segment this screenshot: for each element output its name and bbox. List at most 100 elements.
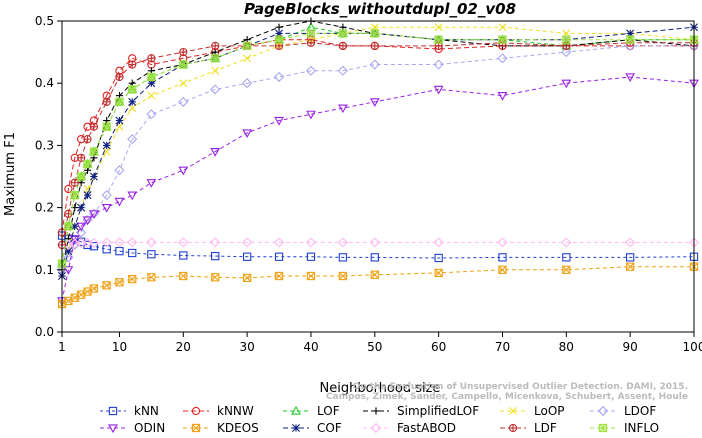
point-loop: [147, 91, 156, 100]
point-ldf: [77, 153, 86, 162]
x-tick-label: 30: [239, 340, 254, 354]
legend-marker-simplifiedlof: [372, 407, 380, 415]
point-odin: [101, 203, 112, 213]
legend-label-odin: ODIN: [134, 421, 165, 434]
plot-frame: [61, 20, 695, 333]
x-tick-label: 80: [559, 340, 574, 354]
point-inflo: [562, 35, 571, 44]
point-knn: [274, 252, 284, 261]
point-odin: [114, 197, 125, 207]
legend-label-kdeos: KDEOS: [217, 421, 259, 434]
point-odin: [146, 179, 157, 188]
point-kdeos: [147, 273, 156, 282]
point-ldof: [114, 165, 125, 176]
point-inflo: [128, 85, 137, 94]
series-odin: [57, 73, 699, 306]
point-kdeos: [306, 271, 316, 281]
x-tick-label: 20: [176, 340, 191, 354]
point-inflo: [102, 122, 111, 131]
legend-item-cof: COF: [283, 421, 342, 435]
point-fastabod: [101, 237, 112, 248]
legend-label-fastabod: FastABOD: [397, 421, 456, 434]
x-axis-label: Neighborhood size: [320, 381, 441, 396]
point-kdeos: [562, 265, 571, 274]
x-tick-label: 10: [112, 340, 127, 354]
point-loop: [83, 184, 92, 193]
point-loop: [179, 79, 188, 88]
point-ldof: [178, 96, 189, 107]
point-ldof: [273, 71, 285, 83]
point-inflo: [89, 147, 99, 156]
point-knn: [626, 253, 635, 262]
y-tick-label: 0.1: [35, 263, 54, 277]
point-ldf: [89, 122, 99, 131]
legend-item-simplifiedlof: SimplifiedLOF: [363, 404, 479, 418]
legend-item-knn: kNN: [100, 404, 159, 418]
legend-marker-ldf: [508, 423, 518, 433]
point-knn: [147, 250, 156, 259]
legend-item-inflo: INFLO: [590, 421, 659, 435]
legend-marker-cof: [292, 424, 300, 432]
point-odin: [497, 92, 508, 101]
point-fastabod: [273, 237, 285, 248]
legend-marker-kdeos: [191, 423, 201, 433]
point-odin: [178, 166, 189, 176]
series-knn: [57, 231, 699, 263]
series-kdeos: [57, 262, 699, 309]
point-inflo: [70, 191, 79, 200]
point-kdeos: [102, 281, 111, 290]
x-tick-label: 50: [367, 340, 382, 354]
point-inflo: [64, 222, 73, 231]
legend-label-ldof: LDOF: [624, 404, 656, 418]
y-tick-label: 0.4: [35, 76, 54, 90]
legend-marker-loop: [509, 407, 517, 415]
point-inflo: [370, 29, 379, 38]
point-odin: [210, 148, 221, 157]
point-loop: [102, 147, 111, 156]
point-loop: [498, 23, 507, 32]
point-knnw: [64, 184, 73, 194]
y-tick-label: 0.0: [35, 325, 54, 339]
point-knn: [89, 242, 99, 251]
point-inflo: [211, 54, 220, 63]
point-kdeos: [179, 271, 188, 281]
point-knn: [434, 253, 443, 263]
point-odin: [69, 235, 80, 244]
point-kdeos: [89, 284, 99, 293]
point-ldf: [128, 60, 137, 69]
point-fastabod: [178, 237, 189, 248]
point-inflo: [115, 97, 124, 107]
point-odin: [76, 222, 87, 232]
point-cof: [77, 203, 86, 212]
plot-area: [56, 17, 700, 309]
point-odin: [433, 85, 444, 95]
point-fastabod: [305, 237, 317, 248]
y-tick-label: 0.3: [35, 138, 54, 152]
point-knn: [242, 252, 252, 261]
point-cof: [102, 141, 111, 150]
legend-marker-fastabod: [370, 422, 382, 434]
point-fastabod: [433, 237, 444, 248]
point-inflo: [274, 35, 284, 44]
point-odin: [274, 116, 284, 126]
point-fastabod: [561, 237, 572, 248]
legend: kNN kNNW LOF SimplifiedLOF LoOP LDOF ODIN KDEOS…: [100, 404, 659, 435]
series-line-inflo: [61, 32, 694, 264]
point-ldf: [102, 97, 111, 107]
point-ldof: [305, 65, 317, 76]
legend-item-ldf: LDF: [500, 421, 557, 435]
point-kdeos: [128, 274, 137, 284]
point-ldf: [338, 41, 348, 51]
point-loop: [115, 122, 124, 131]
point-kdeos: [115, 278, 124, 287]
x-tick-label: 90: [623, 340, 638, 354]
point-knn: [102, 245, 111, 254]
series-line-simplifiedlof: [61, 20, 695, 270]
point-fastabod: [242, 237, 253, 248]
point-kdeos: [626, 262, 635, 271]
point-ldof: [337, 65, 348, 76]
point-ldof: [127, 134, 138, 145]
point-ldof: [242, 78, 253, 89]
